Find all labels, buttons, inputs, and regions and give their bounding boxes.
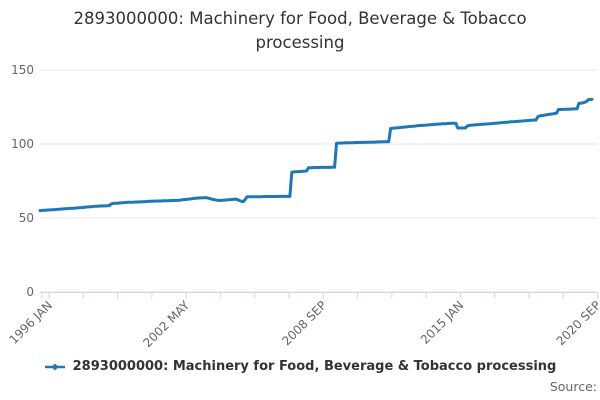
chart-title: 2893000000: Machinery for Food, Beverage… [73, 9, 527, 52]
y-axis-tick-label: 50 [19, 211, 34, 225]
legend-series-marker-icon [44, 363, 65, 370]
x-axis-tick-label: 2002 MAY [140, 298, 192, 350]
legend-label[interactable]: 2893000000: Machinery for Food, Beverage… [72, 359, 557, 374]
x-axis-tick-label: 2008 SEP [279, 298, 329, 348]
series-line[interactable] [38, 97, 594, 213]
y-axis-tick-label: 150 [11, 63, 34, 77]
source-label: Source: [549, 379, 597, 394]
legend[interactable]: 2893000000: Machinery for Food, Beverage… [0, 359, 600, 374]
x-axis-tick-label: 2015 JAN [418, 298, 467, 347]
x-axis-tick-label: 1996 JAN [6, 298, 55, 347]
x-axis-tick-label: 2020 SEP [554, 298, 600, 348]
y-axis-tick-label: 100 [11, 137, 34, 151]
y-axis-tick-label: 0 [26, 285, 34, 299]
